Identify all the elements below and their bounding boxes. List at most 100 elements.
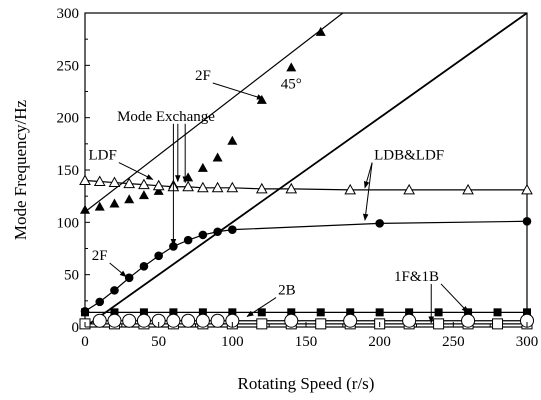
annotation-arrow [362,162,373,221]
data-point-open-triangle [403,183,415,195]
data-point-filled-square [169,308,178,317]
data-point-open-circle [166,313,181,328]
data-point-filled-triangle [124,194,135,204]
data-point-filled-square [257,308,266,317]
data-point-filled-square [110,308,119,317]
y-tick-label: 200 [57,111,80,127]
y-axis-title: Mode Frequency/Hz [11,99,30,240]
data-point-filled-circle [375,219,384,228]
data-point-open-square [256,318,268,330]
data-point-open-circle [461,313,476,328]
annotation-arrow [246,297,277,317]
data-point-filled-triangle [256,94,267,104]
data-point-filled-circle [110,286,119,295]
data-point-filled-triangle [153,185,164,195]
data-point-open-triangle [521,183,533,195]
data-point-open-circle [225,313,240,328]
data-point-open-triangle [462,183,474,195]
annotation-arrow [440,283,469,313]
data-point-open-circle [284,313,299,328]
y-tick-label: 150 [57,163,80,179]
data-point-open-circle [107,313,122,328]
series-2-line [84,179,527,191]
annotation-label: 2F [92,248,108,264]
data-point-open-circle [122,313,137,328]
x-axis-title: Rotating Speed (r/s) [238,374,375,393]
data-point-filled-circle [522,216,532,226]
data-point-filled-circle [124,273,134,283]
data-point-filled-triangle [197,162,208,172]
annotation-label: LDF [89,148,117,164]
reference-line-45deg [84,13,528,328]
x-tick-label: 50 [151,334,166,350]
data-point-open-circle [343,313,358,328]
data-point-filled-square [523,308,531,317]
data-point-filled-triangle [286,62,297,72]
data-point-open-triangle [93,175,106,187]
data-point-filled-triangle [183,172,194,182]
data-point-filled-square [228,308,237,317]
data-point-open-triangle [285,182,298,194]
y-tick-label: 250 [57,58,80,74]
data-point-open-circle [210,313,225,328]
series-1-line [84,13,344,213]
data-point-filled-circle [95,297,105,307]
data-point-filled-triangle [315,26,326,36]
data-point-open-triangle [123,177,136,189]
data-point-open-circle [181,313,196,328]
data-point-open-triangle [108,176,121,188]
data-point-filled-circle [139,261,149,271]
annotation-label: LDB&LDF [374,148,444,164]
data-point-open-triangle [255,182,268,194]
data-point-filled-triangle [212,152,223,162]
data-point-open-triangle [79,174,91,185]
data-point-filled-square [375,308,384,317]
x-tick-label: 200 [368,334,391,350]
data-point-open-triangle [226,181,239,193]
data-point-open-square [433,318,445,330]
data-point-open-square [315,318,327,330]
annotation-arrow [109,262,127,278]
data-point-open-circle [151,313,166,328]
y-tick-label: 50 [64,268,79,284]
data-point-filled-triangle [80,204,90,214]
data-point-open-circle [520,313,534,328]
data-point-open-triangle [138,178,150,190]
annotation-arrow [363,162,373,189]
data-point-filled-circle [154,251,163,261]
plot-area [79,13,534,330]
annotation-label: 45° [281,76,302,92]
data-point-open-circle [402,313,417,328]
data-point-open-triangle [344,183,357,195]
data-point-filled-square [139,308,148,317]
data-point-open-circle [195,313,210,328]
data-point-filled-circle [213,227,222,237]
data-point-open-square [492,318,504,330]
y-tick-label: 300 [57,6,80,22]
data-point-open-circle [92,313,107,328]
annotation-label: 2B [278,283,296,299]
data-point-filled-triangle [109,198,120,208]
y-tick-label: 0 [72,320,80,336]
data-point-filled-square [434,308,443,317]
x-tick-label: 100 [221,334,244,350]
data-point-filled-square [198,308,207,317]
data-point-open-triangle [152,179,165,191]
data-point-filled-circle [228,225,237,234]
annotation-label: 1F&1B [394,269,439,285]
data-point-open-triangle [211,181,224,193]
data-point-filled-square [493,308,502,317]
data-point-open-triangle [197,181,209,193]
data-point-filled-square [346,308,355,317]
annotation-arrow [212,82,264,100]
x-tick-label: 150 [295,334,318,350]
data-point-filled-triangle [138,190,149,200]
data-point-filled-triangle [94,201,105,211]
data-point-filled-square [287,308,296,317]
x-tick-label: 0 [81,334,89,350]
annotation-label: 2F [195,68,211,84]
annotation-arrow [118,162,154,180]
data-point-filled-square [405,308,414,317]
data-point-filled-circle [183,235,193,245]
